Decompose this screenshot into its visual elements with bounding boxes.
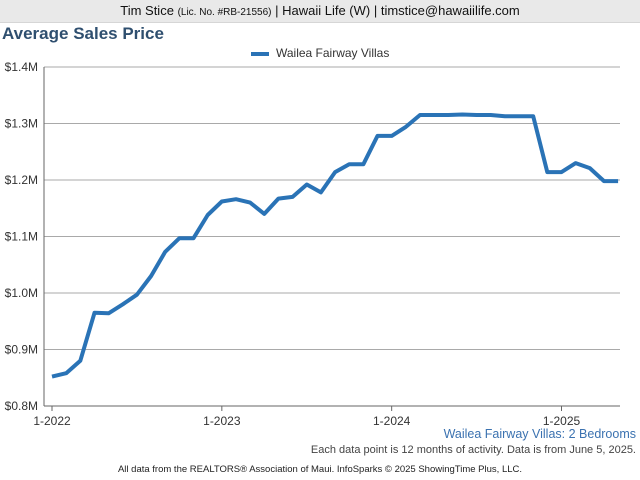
x-tick-label: 1-2025 <box>543 414 581 428</box>
chart-subtitle: Wailea Fairway Villas: 2 Bedrooms <box>443 427 636 441</box>
series-line-wailea-fairway-villas <box>51 112 619 379</box>
x-tick-label: 1-2022 <box>33 414 71 428</box>
legend: Wailea Fairway Villas <box>0 46 640 60</box>
agent-name: Tim Stice <box>120 3 174 18</box>
x-tick-label: 1-2024 <box>373 414 411 428</box>
x-tick-label: 1-2023 <box>203 414 241 428</box>
data-note: Each data point is 12 months of activity… <box>310 444 636 456</box>
agency-contact: | Hawaii Life (W) | timstice@hawaiilife.… <box>275 3 520 18</box>
y-tick-label: $1.3M <box>5 117 38 131</box>
y-tick-label: $0.8M <box>5 399 38 413</box>
footer-credit: All data from the REALTORS® Association … <box>117 464 523 475</box>
y-tick-label: $1.2M <box>5 173 38 187</box>
legend-swatch <box>250 51 269 56</box>
y-tick-label: $1.4M <box>5 60 38 74</box>
license-number: (Lic. No. #RB-21556) <box>177 7 272 18</box>
legend-label: Wailea Fairway Villas <box>275 46 390 60</box>
chart-title: Average Sales Price <box>2 24 164 43</box>
y-tick-label: $1.1M <box>5 230 38 244</box>
y-tick-label: $0.9M <box>5 343 38 357</box>
y-tick-label: $1.0M <box>5 286 38 300</box>
header-bar: Tim Stice (Lic. No. #RB-21556) | Hawaii … <box>0 0 640 23</box>
